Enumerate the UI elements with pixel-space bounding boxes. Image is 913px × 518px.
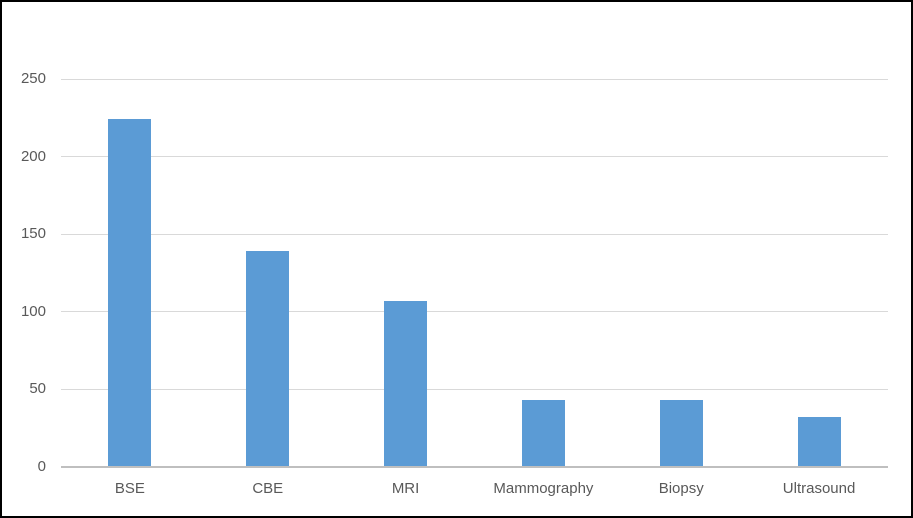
bar-mri — [384, 300, 428, 467]
y-axis-tick-label: 50 — [29, 380, 46, 397]
gridline-50 — [61, 388, 888, 390]
y-axis-tick-label: 100 — [20, 302, 46, 320]
bar-mammography — [521, 399, 565, 467]
bar-ultrasound — [797, 416, 841, 467]
x-axis-category-label: Biopsy — [658, 480, 704, 497]
x-axis-category-label: Ultrasound — [782, 480, 856, 497]
x-axis-category-label: BSE — [114, 480, 145, 497]
gridline-100 — [61, 311, 888, 312]
y-axis-tick-label: 250 — [20, 70, 46, 87]
bar-bse — [108, 119, 152, 467]
x-axis-category-label: MRI — [391, 480, 420, 497]
gridline-150 — [61, 233, 888, 235]
gridline-250 — [61, 78, 888, 80]
bar-biopsy — [659, 399, 703, 467]
x-axis-category-label: Mammography — [493, 480, 594, 497]
y-axis-tick-label: 200 — [20, 147, 46, 165]
gridline-200 — [61, 156, 888, 157]
y-axis-tick-label: 150 — [20, 225, 46, 242]
y-axis-tick-label: 0 — [37, 457, 46, 475]
bar-cbe — [246, 251, 290, 467]
x-axis-category-label: CBE — [252, 480, 284, 497]
x-axis-line — [61, 465, 888, 468]
